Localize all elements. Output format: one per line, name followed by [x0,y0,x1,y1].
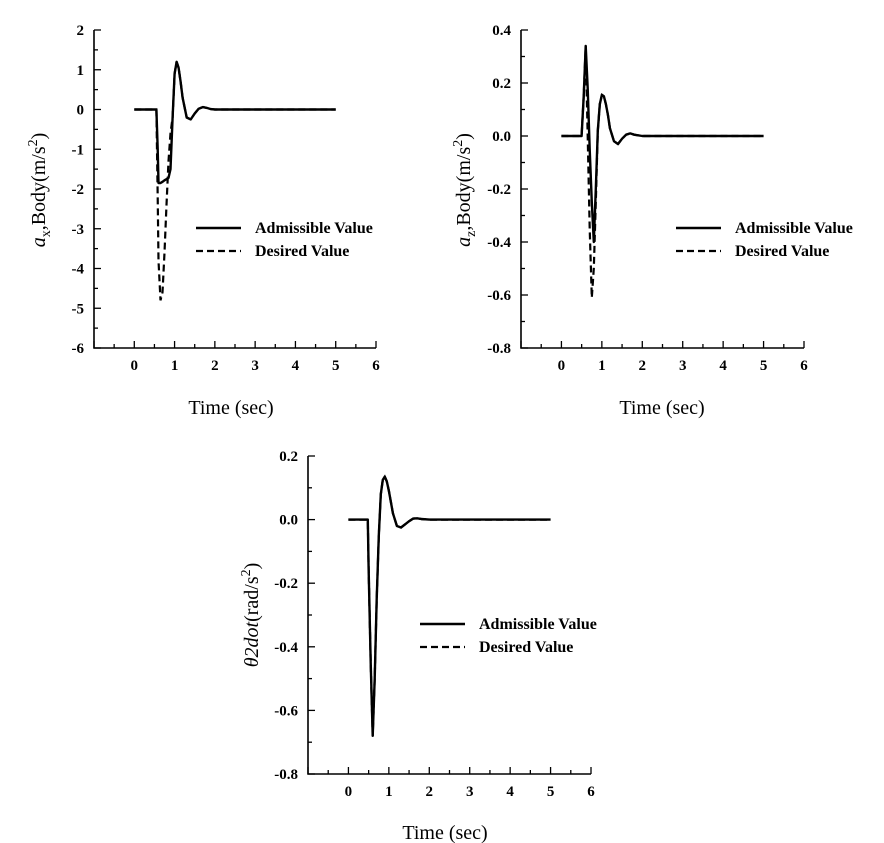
y-axis-unit-close: ) [453,133,475,140]
y-tick-label: 0.4 [492,23,511,39]
y-axis-symbol: θ2dot [241,621,263,667]
y-axis-unit-close: ) [28,133,50,140]
y-axis-subscript: x [39,230,54,237]
x-tick-label: 4 [292,358,300,374]
x-tick-label: 4 [506,784,514,800]
x-axis-title: Time (sec) [188,397,273,419]
x-tick-label: 6 [587,784,595,800]
y-tick-label: 2 [77,23,85,39]
x-tick-label: 6 [372,358,380,374]
axis-frame [93,30,376,349]
x-tick-label: 1 [385,784,393,800]
y-tick-label: 0.0 [492,129,511,145]
y-axis-symbol: a [28,237,50,247]
y-axis-unit: ,Body(m/s [28,146,50,230]
y-axis-unit-close: ) [241,563,263,570]
y-tick-label: -3 [72,222,85,238]
legend-label: Desired Value [735,243,829,260]
x-tick-label: 5 [332,358,340,374]
y-axis-title: θ2dot(rad/s2) [239,563,263,668]
y-tick-label: -0.8 [274,767,298,783]
y-axis-symbol: a [453,237,475,247]
x-tick-label: 1 [598,358,606,374]
x-tick-label: 5 [760,358,768,374]
series-line-admissible [561,44,764,244]
x-tick-label: 2 [639,358,647,374]
y-axis-subscript: z [464,231,479,237]
legend-label: Desired Value [255,243,349,260]
x-tick-label: 4 [719,358,727,374]
y-tick-label: 0 [77,103,85,119]
chart-az: -0.8 -0.6 -0.4 -0.2 0.0 0.2 0.4 0 1 2 3 4 5 6 Time (se… [451,23,853,419]
x-tick-label: 0 [345,784,353,800]
y-axis-superscript: 2 [451,140,466,147]
y-tick-label: -0.6 [487,288,511,304]
axis-frame [307,456,591,775]
x-tick-label: 3 [251,358,259,374]
legend-label: Admissible Value [735,220,853,237]
axis-frame [520,30,804,349]
y-tick-label: -0.4 [487,235,511,251]
y-axis-title: ax,Body(m/s2) [26,133,54,248]
x-tick-label: 6 [800,358,808,374]
x-tick-label: 3 [466,784,474,800]
x-axis-title: Time (sec) [619,397,704,419]
y-axis-superscript: 2 [239,569,254,576]
y-tick-label: -0.2 [274,576,298,592]
y-tick-label: 0.0 [279,513,298,529]
x-tick-label: 2 [426,784,434,800]
legend-label: Admissible Value [255,220,373,237]
x-axis-title: Time (sec) [402,822,487,843]
x-tick-label: 0 [558,358,566,374]
chart-theta: -0.8 -0.6 -0.4 -0.2 0.0 0.2 0 1 2 3 4 5 6 Time (sec) θ… [239,449,597,843]
y-tick-label: -5 [72,301,85,317]
y-axis-superscript: 2 [26,139,41,146]
y-tick-label: -4 [72,262,85,278]
y-tick-label: 1 [77,63,85,79]
x-tick-label: 2 [211,358,219,374]
y-axis-unit: (rad/s [241,576,263,622]
y-tick-label: -0.2 [487,182,511,198]
legend-label: Admissible Value [479,616,597,633]
y-tick-label: -1 [72,142,85,158]
x-tick-label: 0 [131,358,139,374]
legend-label: Desired Value [479,639,573,656]
y-tick-label: -2 [72,182,85,198]
y-axis-title: az,Body(m/s2) [451,133,479,247]
x-tick-label: 1 [171,358,179,374]
series-line-admissible [134,60,336,185]
y-tick-label: -6 [72,341,85,357]
y-tick-label: 0.2 [492,76,511,92]
x-tick-label: 5 [547,784,555,800]
y-tick-label: -0.4 [274,640,298,656]
x-tick-label: 3 [679,358,687,374]
y-axis-unit: ,Body(m/s [453,147,475,231]
y-tick-label: -0.6 [274,703,298,719]
y-tick-label: -0.8 [487,341,511,357]
chart-ax: -6 -5 -4 -3 -2 -1 0 1 2 0 1 2 3 4 5 6 Time (sec) ax,Body(… [26,23,380,419]
series-line-admissible [348,475,551,737]
y-tick-label: 0.2 [279,449,298,465]
